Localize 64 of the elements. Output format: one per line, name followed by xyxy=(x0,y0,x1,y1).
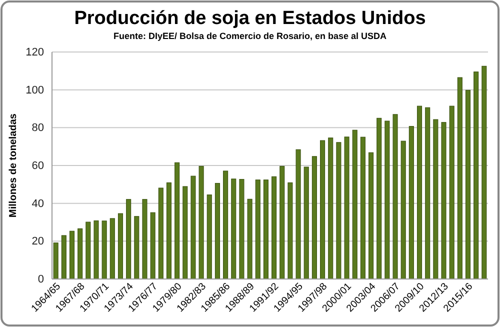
bar xyxy=(392,114,398,280)
bar xyxy=(328,138,334,280)
bar xyxy=(94,220,99,280)
bar xyxy=(134,216,140,280)
bar xyxy=(482,66,487,280)
bar xyxy=(86,222,91,280)
chart-title: Producción de soja en Estados Unidos xyxy=(74,8,426,29)
bar xyxy=(255,180,260,280)
bar xyxy=(474,72,479,280)
bar xyxy=(416,106,422,280)
bar xyxy=(360,136,366,280)
y-tick-label: 60 xyxy=(32,160,44,172)
bar xyxy=(280,166,285,280)
bar xyxy=(312,156,317,280)
bar xyxy=(110,218,115,280)
bar xyxy=(102,220,107,280)
bar xyxy=(272,176,277,280)
bar xyxy=(304,166,309,280)
bar xyxy=(320,140,326,280)
bar xyxy=(118,213,124,280)
bar xyxy=(296,149,301,280)
y-tick-label: 120 xyxy=(26,46,44,59)
bar xyxy=(214,182,220,280)
bar xyxy=(457,77,462,280)
bar xyxy=(166,182,172,280)
bar xyxy=(61,235,66,280)
bar xyxy=(126,199,132,280)
bar xyxy=(158,188,164,280)
bar xyxy=(239,179,244,280)
bar xyxy=(408,126,414,280)
y-tick-label: 100 xyxy=(26,84,44,96)
bar xyxy=(368,152,374,280)
bar xyxy=(441,122,446,280)
bar xyxy=(198,166,204,280)
bar xyxy=(400,140,406,280)
bar xyxy=(433,119,438,280)
bar xyxy=(352,130,358,280)
y-tick-label: 0 xyxy=(38,274,44,286)
bar xyxy=(344,136,350,280)
bar xyxy=(182,186,188,280)
bar xyxy=(288,182,293,280)
bar xyxy=(190,176,196,280)
bar xyxy=(231,178,236,280)
bar xyxy=(384,120,390,280)
y-tick-label: 20 xyxy=(32,236,44,248)
bar xyxy=(425,107,430,280)
bar xyxy=(376,118,382,280)
bar xyxy=(150,212,156,280)
bar xyxy=(247,198,252,280)
bar xyxy=(223,170,228,280)
bar xyxy=(174,162,180,280)
bar xyxy=(69,230,75,280)
bar xyxy=(142,199,148,280)
bar xyxy=(263,180,268,280)
chart-subtitle: Fuente: DIyEE/ Bolsa de Comercio de Rosario, en base al USDA xyxy=(113,31,388,41)
y-tick-label: 80 xyxy=(32,122,44,134)
bar xyxy=(206,194,212,280)
y-axis-title: Millones de toneladas xyxy=(8,113,19,218)
bar xyxy=(465,90,471,280)
bar xyxy=(449,106,454,280)
bar xyxy=(53,242,58,280)
bar xyxy=(336,142,342,280)
bar xyxy=(78,228,83,280)
y-tick-label: 40 xyxy=(32,198,44,210)
